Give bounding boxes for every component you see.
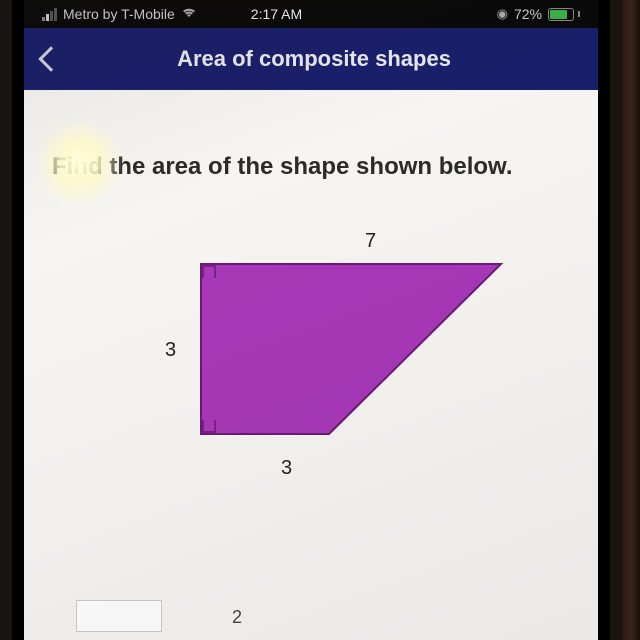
status-time: 2:17 AM xyxy=(203,6,491,22)
back-button[interactable] xyxy=(38,46,63,71)
composite-shape-figure: 7 3 3 xyxy=(111,244,511,494)
content-area: Find the area of the shape shown below. … xyxy=(24,90,598,640)
battery-percent-label: 72% xyxy=(514,6,542,22)
status-bar: Metro by T-Mobile 2:17 AM ◉ 72% xyxy=(24,0,598,28)
nav-bar: Area of composite shapes xyxy=(24,28,598,90)
carrier-label: Metro by T-Mobile xyxy=(63,6,175,22)
battery-icon xyxy=(548,8,580,21)
status-right: ◉ 72% xyxy=(497,6,580,22)
page-title: Area of composite shapes xyxy=(88,46,580,72)
wifi-icon xyxy=(181,6,197,22)
answer-input[interactable] xyxy=(76,600,162,632)
alarm-icon: ◉ xyxy=(497,6,508,22)
label-top: 7 xyxy=(365,230,376,253)
status-left: Metro by T-Mobile xyxy=(42,6,197,22)
label-bottom: 3 xyxy=(281,457,292,480)
question-text: Find the area of the shape shown below. xyxy=(52,150,570,184)
phone-screen: Metro by T-Mobile 2:17 AM ◉ 72% Area of … xyxy=(24,0,598,640)
photo-right-edge xyxy=(622,0,640,640)
answer-fragment: 2 xyxy=(232,607,242,628)
label-left: 3 xyxy=(165,339,176,362)
signal-icon xyxy=(42,8,57,21)
